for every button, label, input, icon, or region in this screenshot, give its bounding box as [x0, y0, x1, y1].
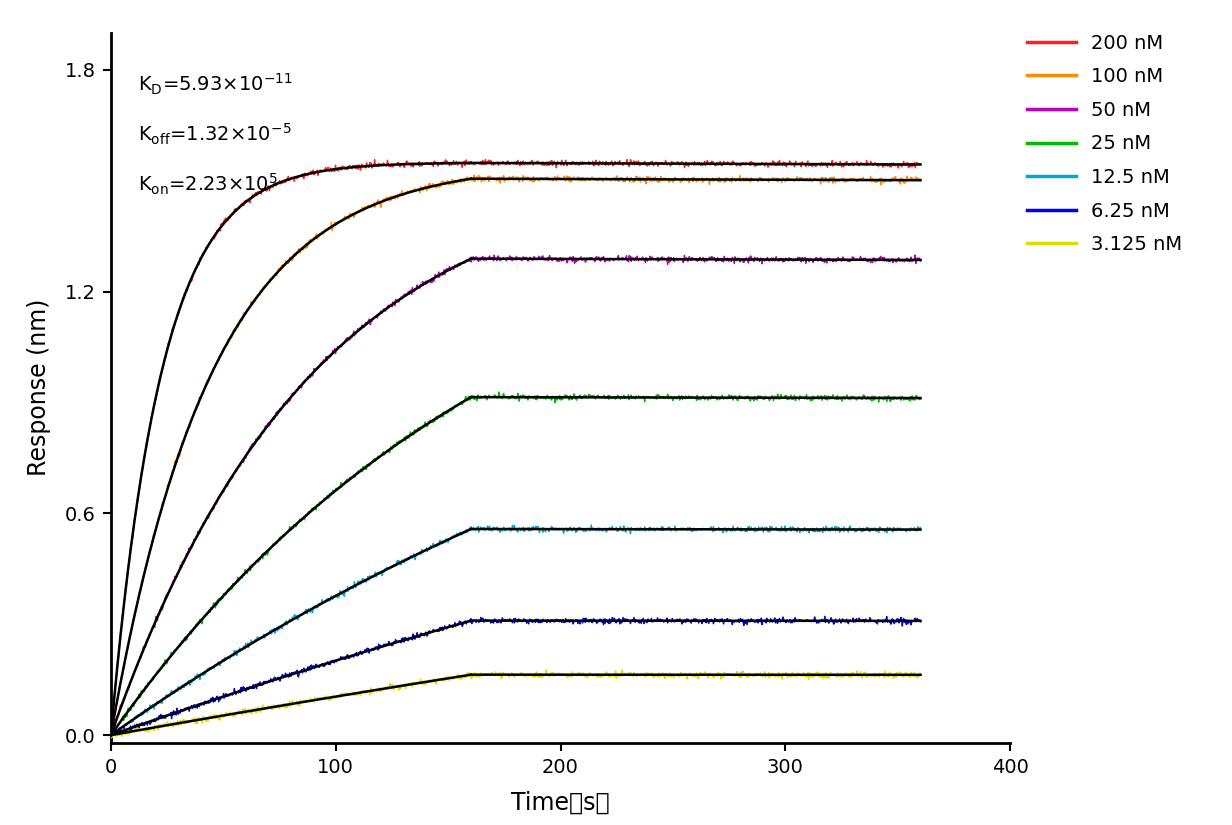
Y-axis label: Response (nm): Response (nm) [27, 299, 51, 477]
Text: K$_\mathregular{D}$=5.93×10$^{-11}$: K$_\mathregular{D}$=5.93×10$^{-11}$ [138, 72, 292, 97]
Text: K$_\mathregular{on}$=2.23×10$^{5}$: K$_\mathregular{on}$=2.23×10$^{5}$ [138, 172, 278, 196]
X-axis label: Time（s）: Time（s） [511, 790, 610, 814]
Text: K$_\mathregular{off}$=1.32×10$^{-5}$: K$_\mathregular{off}$=1.32×10$^{-5}$ [138, 121, 292, 147]
Legend: 200 nM, 100 nM, 50 nM, 25 nM, 12.5 nM, 6.25 nM, 3.125 nM: 200 nM, 100 nM, 50 nM, 25 nM, 12.5 nM, 6… [1019, 26, 1190, 262]
